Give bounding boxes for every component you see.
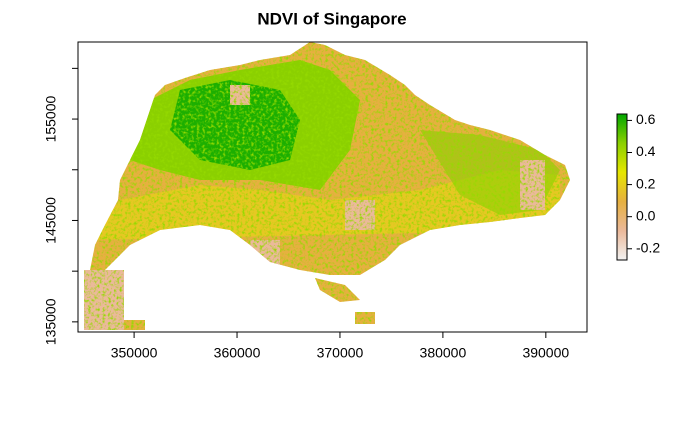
raster-map bbox=[84, 42, 570, 330]
colorbar bbox=[616, 113, 628, 261]
colorbar-tick-label: -0.2 bbox=[636, 239, 660, 255]
x-tick-label: 370000 bbox=[317, 345, 364, 361]
colorbar-tick-label: 0.0 bbox=[636, 207, 656, 223]
x-tick-label: 360000 bbox=[214, 345, 261, 361]
chart-title: NDVI of Singapore bbox=[257, 9, 406, 28]
x-tick-label: 350000 bbox=[111, 345, 158, 361]
colorbar-tick-label: 0.6 bbox=[636, 111, 656, 127]
y-tick-label: 145000 bbox=[43, 197, 59, 244]
plot-frame bbox=[77, 41, 588, 333]
colorbar-tick-label: 0.4 bbox=[636, 143, 656, 159]
y-tick-label: 155000 bbox=[43, 95, 59, 142]
y-tick-label: 135000 bbox=[43, 298, 59, 345]
raster-texture bbox=[84, 42, 570, 330]
x-tick-label: 390000 bbox=[522, 345, 569, 361]
colorbar-tick-label: 0.2 bbox=[636, 175, 656, 191]
x-tick-label: 380000 bbox=[420, 345, 467, 361]
